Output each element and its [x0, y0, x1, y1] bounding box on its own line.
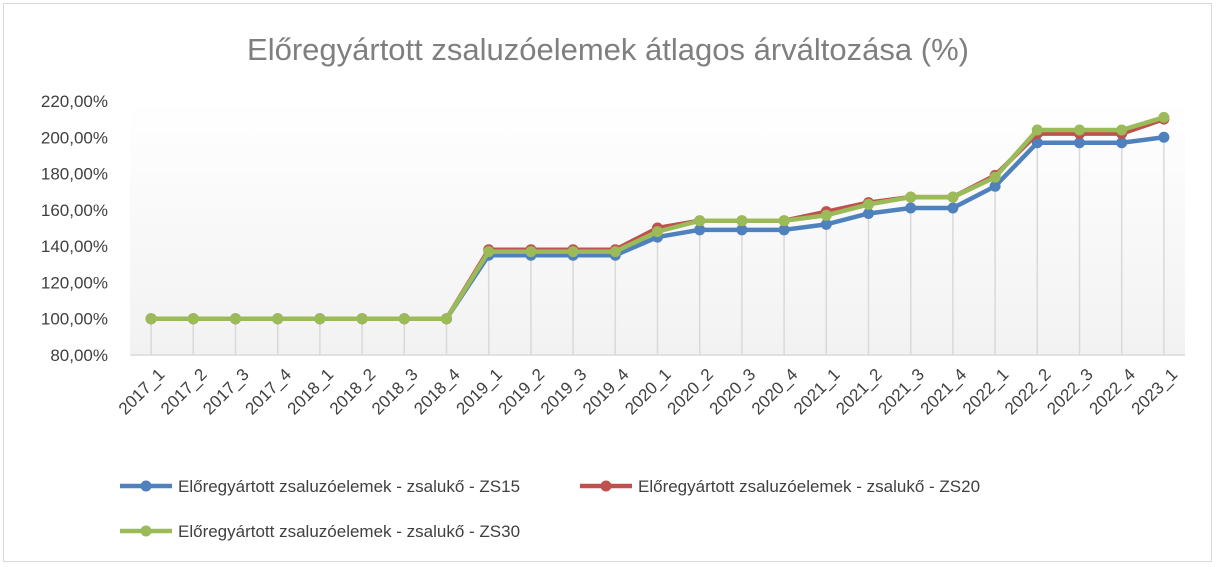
- legend-label-2: Előregyártott zsaluzóelemek - zsalukő - …: [638, 477, 980, 496]
- x-tick-label: 2017_3: [199, 365, 253, 419]
- chart-frame: [3, 3, 1212, 562]
- x-tick-label: 2022_3: [1043, 365, 1097, 419]
- data-point: [778, 215, 790, 227]
- data-point: [947, 191, 959, 203]
- x-tick-label: 2017_2: [157, 365, 211, 419]
- x-tick-label: 2018_4: [410, 365, 464, 419]
- data-point: [483, 246, 495, 258]
- x-tick-label: 2023_1: [1128, 365, 1182, 419]
- chart-title: Előregyártott zsaluzóelemek átlagos árvá…: [247, 32, 969, 67]
- x-tick-label: 2019_2: [495, 365, 549, 419]
- y-tick-label: 140,00%: [41, 237, 108, 256]
- data-point: [314, 313, 326, 325]
- legend-marker-3: [140, 525, 152, 537]
- legend-label-1: Előregyártott zsaluzóelemek - zsalukő - …: [178, 477, 520, 496]
- x-tick-label: 2019_4: [579, 365, 633, 419]
- data-point: [398, 313, 410, 325]
- data-point: [187, 313, 199, 325]
- x-tick-label: 2020_4: [748, 365, 802, 419]
- data-point: [694, 215, 706, 227]
- x-tick-label: 2017_4: [241, 365, 295, 419]
- legend-marker-1: [140, 480, 152, 492]
- data-point: [441, 313, 452, 325]
- x-tick-label: 2017_1: [115, 365, 169, 419]
- x-tick-label: 2021_4: [917, 365, 971, 419]
- x-tick-label: 2021_1: [790, 365, 844, 419]
- data-point: [905, 191, 917, 203]
- data-point: [694, 224, 706, 236]
- data-point: [1031, 124, 1043, 136]
- data-point: [820, 218, 832, 230]
- y-tick-label: 200,00%: [41, 128, 108, 147]
- x-tick-label: 2021_2: [832, 365, 886, 419]
- x-tick-label: 2020_3: [706, 365, 760, 419]
- y-tick-label: 220,00%: [41, 92, 108, 111]
- x-tick-label: 2018_2: [326, 365, 380, 419]
- data-point: [609, 246, 621, 258]
- data-point: [567, 246, 579, 258]
- legend-label-3: Előregyártott zsaluzóelemek - zsalukő - …: [178, 522, 520, 541]
- data-point: [989, 180, 1001, 192]
- data-point: [145, 313, 157, 325]
- x-tick-label: 2021_3: [874, 365, 928, 419]
- data-point: [356, 313, 368, 325]
- data-point: [863, 198, 874, 210]
- x-tick-label: 2018_3: [368, 365, 422, 419]
- y-tick-label: 80,00%: [50, 346, 108, 365]
- y-tick-label: 180,00%: [41, 165, 108, 184]
- data-point: [736, 215, 748, 227]
- data-point: [525, 246, 537, 258]
- data-point: [736, 224, 748, 236]
- data-point: [905, 202, 917, 214]
- data-point: [1116, 124, 1128, 136]
- data-point: [652, 226, 663, 238]
- data-point: [1074, 137, 1085, 149]
- x-tick-label: 2022_2: [1001, 365, 1055, 419]
- x-tick-label: 2020_1: [621, 365, 675, 419]
- x-tick-label: 2022_4: [1085, 365, 1139, 419]
- data-point: [1031, 137, 1043, 149]
- data-point: [947, 202, 959, 214]
- y-tick-label: 120,00%: [41, 273, 108, 292]
- data-point: [1158, 111, 1170, 123]
- data-point: [863, 207, 874, 219]
- y-tick-label: 160,00%: [41, 201, 108, 220]
- data-point: [820, 209, 832, 221]
- x-tick-label: 2019_1: [452, 365, 506, 419]
- data-point: [778, 224, 790, 236]
- x-tick-label: 2018_1: [284, 365, 338, 419]
- data-point: [230, 313, 241, 325]
- legend-marker-2: [600, 480, 612, 492]
- data-point: [989, 171, 1001, 183]
- data-point: [1158, 131, 1170, 143]
- data-point: [272, 313, 284, 325]
- y-tick-label: 100,00%: [41, 310, 108, 329]
- x-tick-label: 2022_1: [959, 365, 1013, 419]
- data-point: [1116, 137, 1128, 149]
- x-tick-label: 2019_3: [537, 365, 591, 419]
- data-point: [1074, 124, 1085, 136]
- x-tick-label: 2020_2: [663, 365, 717, 419]
